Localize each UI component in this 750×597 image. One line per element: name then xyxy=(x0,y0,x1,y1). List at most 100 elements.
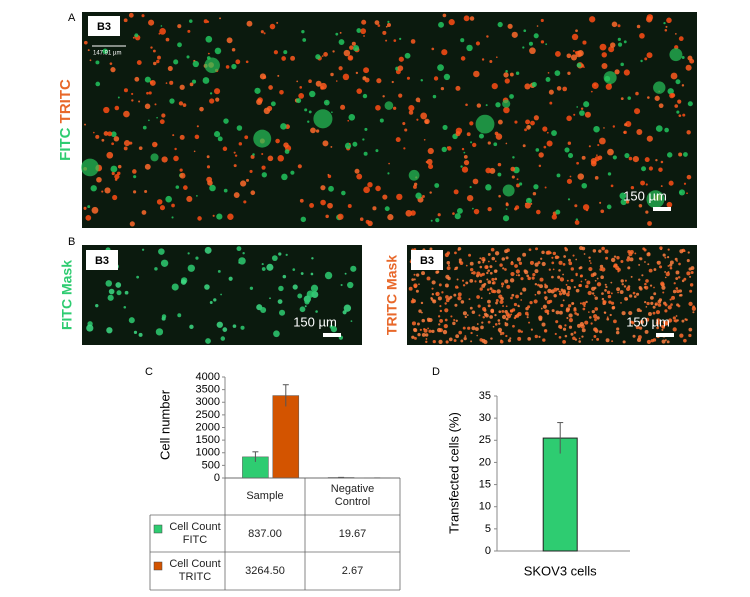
cell-spot xyxy=(232,324,237,328)
cell-spot xyxy=(178,101,184,106)
cell-spot xyxy=(209,98,215,104)
micrograph xyxy=(407,245,697,345)
cell-spot xyxy=(444,302,447,305)
cell-spot xyxy=(128,12,134,18)
cell-spot xyxy=(524,128,527,132)
cell-spot xyxy=(278,252,282,256)
y-tick-label: 2000 xyxy=(196,421,220,433)
cell-spot xyxy=(134,33,139,38)
cell-spot xyxy=(428,329,432,333)
cell-spot xyxy=(427,327,429,330)
cell-spot xyxy=(487,280,492,284)
cell-spot xyxy=(157,55,161,60)
cell-spot xyxy=(533,184,539,190)
cell-spot xyxy=(573,286,576,289)
cell-spot xyxy=(141,14,145,18)
cell-spot xyxy=(454,213,461,220)
cell-spot xyxy=(109,62,113,65)
cell-spot xyxy=(304,108,308,112)
bar xyxy=(272,395,300,479)
cell-spot xyxy=(626,258,630,262)
cell-spot xyxy=(159,119,165,125)
cell-spot xyxy=(603,300,607,304)
cell-spot xyxy=(479,287,483,291)
cell-spot xyxy=(478,279,483,284)
cell-spot xyxy=(624,279,627,282)
cell-spot xyxy=(340,283,343,287)
cell-spot xyxy=(384,206,390,212)
cell-spot xyxy=(472,178,479,185)
cell-spot xyxy=(678,189,686,196)
cell-spot xyxy=(534,293,537,296)
cell-spot xyxy=(676,110,680,114)
cell-spot xyxy=(382,95,385,98)
cell-spot xyxy=(497,21,503,28)
cell-spot xyxy=(667,248,670,251)
cell-spot xyxy=(559,277,565,282)
cell-spot xyxy=(497,319,501,322)
cell-spot xyxy=(681,319,685,323)
cell-spot xyxy=(687,101,693,107)
cell-spot xyxy=(158,248,165,255)
cell-spot xyxy=(155,328,164,336)
cell-spot xyxy=(415,192,422,199)
cell-spot xyxy=(106,151,114,159)
cell-spot xyxy=(470,340,473,343)
table-header: Sample xyxy=(246,490,284,502)
cell-spot xyxy=(277,74,280,77)
cell-spot xyxy=(594,328,598,332)
cell-spot xyxy=(601,297,605,301)
cell-spot xyxy=(611,306,615,310)
cell-spot xyxy=(454,251,457,255)
cell-spot xyxy=(350,265,357,272)
cell-spot xyxy=(315,54,321,60)
cell-spot xyxy=(667,255,670,259)
cell-spot xyxy=(481,338,486,343)
cell-spot xyxy=(153,61,157,66)
cell-spot xyxy=(347,203,352,208)
cell-spot xyxy=(446,266,451,271)
cell-spot xyxy=(300,272,304,275)
cell-spot xyxy=(570,332,574,336)
cell-spot xyxy=(385,39,388,42)
cell-spot xyxy=(491,256,496,261)
cell-spot xyxy=(411,335,415,339)
cell-spot xyxy=(363,67,370,74)
cell-spot xyxy=(597,143,600,147)
cell-spot xyxy=(510,166,516,172)
cell-spot xyxy=(561,290,563,293)
cell-spot xyxy=(310,284,319,292)
cell-spot xyxy=(281,173,288,181)
cell-spot xyxy=(586,280,591,285)
cell-spot xyxy=(480,325,484,330)
cell-spot xyxy=(474,280,477,283)
cell-spot xyxy=(660,281,665,286)
cell-cluster xyxy=(646,190,665,209)
cell-spot xyxy=(144,189,148,193)
cell-spot xyxy=(650,14,653,17)
cell-spot xyxy=(660,248,663,251)
cell-spot xyxy=(679,191,682,194)
cell-spot xyxy=(469,261,474,266)
cell-spot xyxy=(335,32,339,36)
cell-spot xyxy=(686,192,688,195)
y-tick-label: 25 xyxy=(479,434,491,446)
cell-spot xyxy=(544,309,549,314)
cell-spot xyxy=(111,171,115,176)
cell-spot xyxy=(187,252,190,255)
cell-spot xyxy=(413,327,417,332)
cell-spot xyxy=(382,30,387,35)
cell-spot xyxy=(477,304,481,308)
cell-spot xyxy=(151,141,158,148)
cell-spot xyxy=(91,206,99,214)
cell-spot xyxy=(514,264,518,268)
legend-swatch xyxy=(153,561,163,571)
cell-spot xyxy=(83,206,87,210)
cell-spot xyxy=(652,305,656,309)
cell-spot xyxy=(470,141,473,144)
cell-spot xyxy=(601,62,608,69)
bar xyxy=(542,437,578,552)
cell-spot xyxy=(575,288,580,293)
cell-spot xyxy=(515,269,520,274)
cell-spot xyxy=(606,204,612,210)
